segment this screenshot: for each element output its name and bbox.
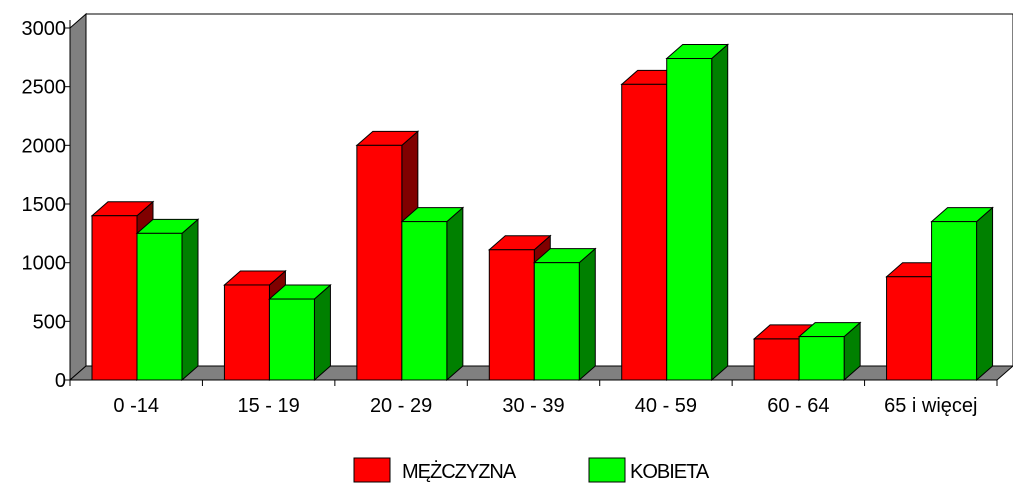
y-tick-label: 1000 — [22, 253, 67, 275]
legend-item: KOBIETA — [588, 457, 711, 483]
bar-front — [621, 83, 668, 381]
legend: MĘŻCZYZNA KOBIETA — [353, 457, 711, 483]
side-wall — [69, 12, 87, 382]
bar-side — [578, 247, 596, 382]
bar-front — [91, 215, 138, 381]
bar-front — [268, 298, 315, 381]
bar-front — [666, 58, 713, 381]
legend-label: KOBIETA — [630, 461, 710, 483]
bar-female — [400, 206, 465, 382]
y-tick-label: 500 — [33, 311, 66, 333]
legend-swatch — [353, 457, 391, 483]
bar-front — [931, 221, 978, 381]
x-tick-label: 0 -14 — [113, 395, 159, 417]
bar-front — [886, 276, 933, 381]
bar-front — [798, 336, 845, 381]
x-tick-label: 20 - 29 — [370, 395, 432, 417]
y-tick-label: 2500 — [22, 77, 67, 99]
y-tick-label: 2000 — [22, 135, 67, 157]
x-tick-label: 15 - 19 — [238, 395, 300, 417]
bar-female — [797, 321, 862, 382]
bar-side — [313, 283, 331, 382]
legend-swatch — [588, 457, 626, 483]
x-tick-label: 65 i więcej — [884, 395, 977, 417]
bar-front — [533, 262, 580, 381]
bar-female — [268, 283, 332, 382]
x-tick-label: 40 - 59 — [635, 395, 697, 417]
x-tick-label: 60 - 64 — [767, 395, 829, 417]
bar-front — [356, 144, 403, 381]
y-axis: 0 500 1000 1500 2000 2500 3000 — [22, 18, 71, 392]
x-tick-label: 30 - 39 — [502, 395, 564, 417]
bar-front — [753, 338, 800, 381]
bar-front — [488, 249, 535, 381]
bars — [90, 43, 994, 382]
bar-front — [136, 232, 183, 381]
bar-side — [446, 206, 464, 382]
bar-side — [976, 206, 994, 382]
bar-female — [665, 43, 730, 382]
bar-side — [711, 43, 729, 382]
x-axis: 0 -14 15 - 19 20 - 29 30 - 39 40 - 59 60 - 64… — [69, 379, 998, 417]
y-tick-label: 0 — [55, 370, 66, 392]
bar-female — [532, 247, 597, 382]
bar-side — [181, 218, 199, 382]
y-tick-label: 1500 — [22, 194, 67, 216]
legend-item: MĘŻCZYZNA — [353, 457, 518, 483]
legend-label: MĘŻCZYZNA — [402, 460, 517, 483]
bar-front — [401, 221, 448, 381]
bar-front — [223, 284, 270, 381]
y-tick-label: 3000 — [22, 18, 67, 40]
bar-female — [930, 206, 994, 382]
bar-female — [135, 218, 200, 382]
